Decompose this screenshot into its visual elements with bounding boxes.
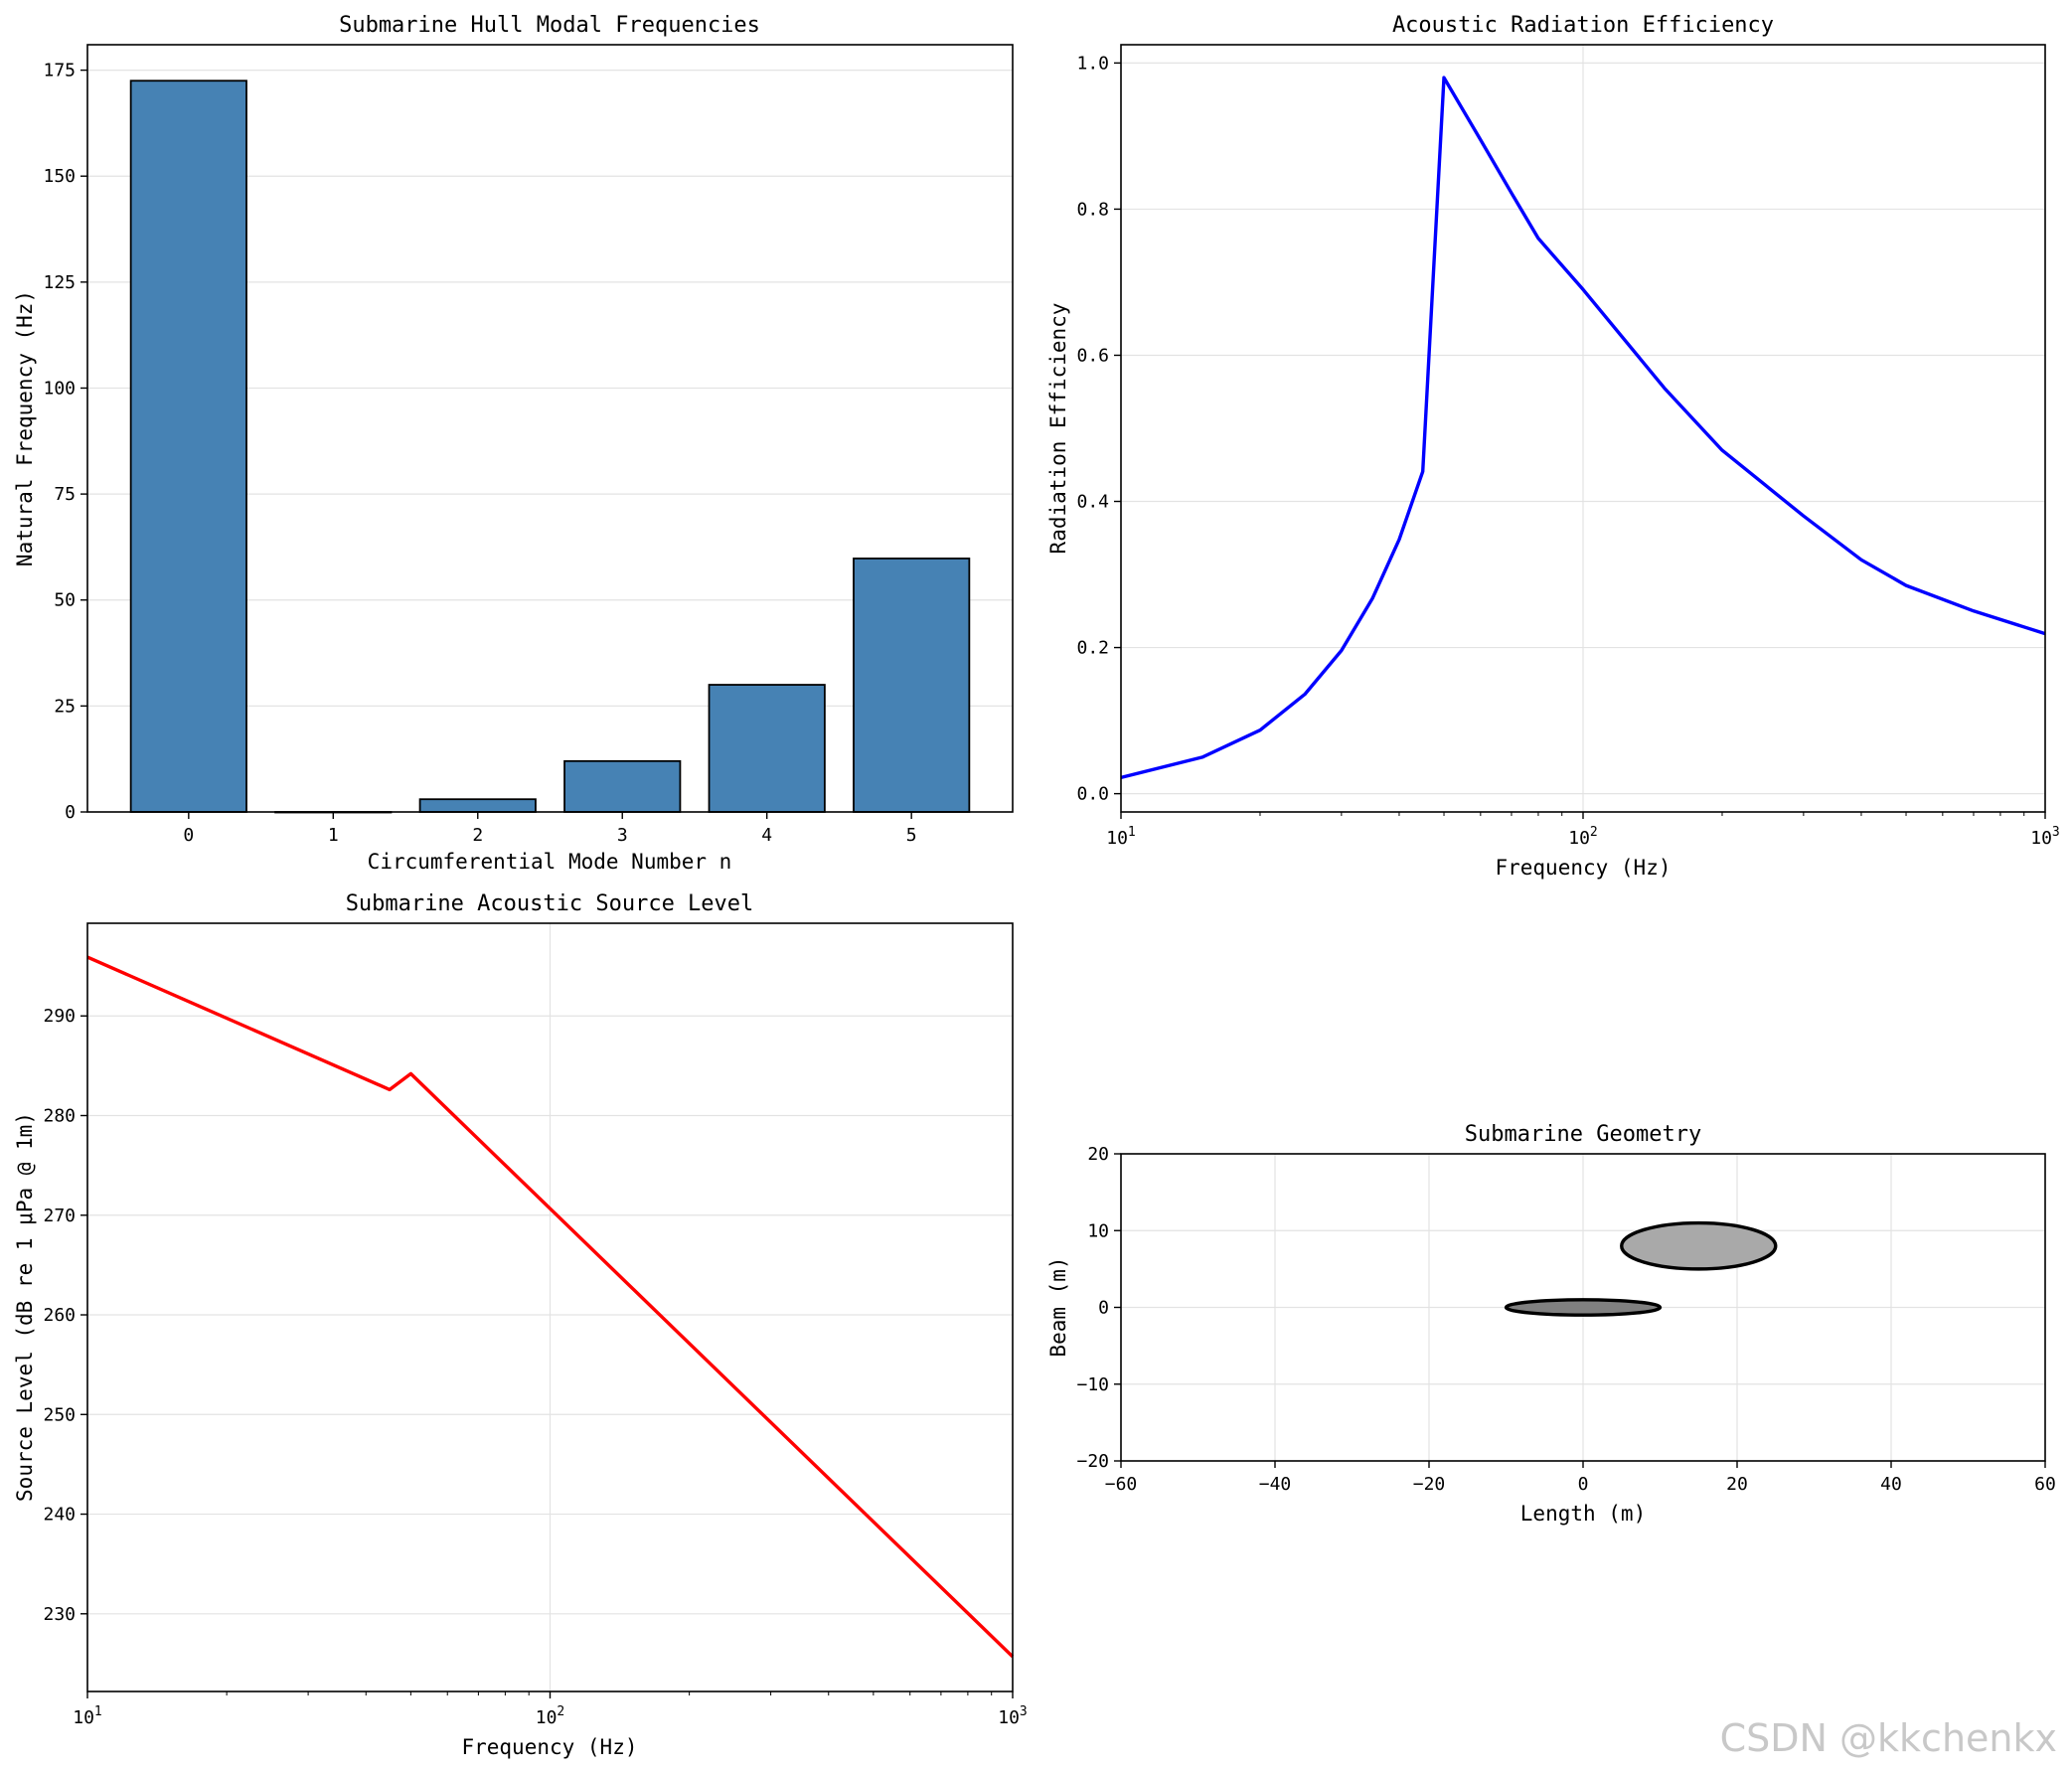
y-tick-label: 0.8 [1076, 199, 1109, 220]
y-tick-label: 125 [43, 272, 76, 293]
y-ticks: 230 240 250 260 270 280 290 [43, 1006, 87, 1625]
y-axis-label: Beam (m) [1046, 1256, 1070, 1357]
y-axis-label: Source Level (dB re 1 μPa @ 1m) [13, 1112, 37, 1502]
bar-mode-4 [708, 684, 826, 813]
y-tick-label: 240 [43, 1505, 76, 1526]
y-tick-label: 230 [43, 1604, 76, 1625]
x-axis-label: Length (m) [1520, 1502, 1646, 1526]
y-tick-label: 150 [43, 166, 76, 187]
geometry-panel: −20 −10 0 10 20 −60 −40 −20 0 20 40 60 Submarine G… [1046, 1122, 2056, 1526]
gridlines [86, 923, 1014, 1691]
x-tick-label: 5 [906, 825, 917, 846]
y-axis-label: Radiation Efficiency [1046, 303, 1070, 555]
source-level-series-line [86, 955, 1015, 1659]
y-tick-label: 0.6 [1076, 345, 1109, 366]
y-tick-label: 25 [54, 696, 76, 717]
x-axis-label: Circumferential Mode Number n [368, 850, 732, 874]
source-level-panel: 230 240 250 260 270 280 290 101 102 103 Submarin… [13, 891, 1028, 1759]
x-ticks: −60 −40 −20 0 20 40 60 [1105, 1461, 2056, 1495]
x-tick-label: 102 [536, 1704, 565, 1728]
y-tick-label: 250 [43, 1404, 76, 1425]
efficiency-series-line [1120, 76, 2046, 780]
y-tick-label: 0 [65, 802, 76, 823]
x-tick-label: 1 [328, 825, 339, 846]
y-ticks: 0 25 50 75 100 125 150 175 [43, 61, 87, 823]
chart-title: Acoustic Radiation Efficiency [1392, 13, 1774, 38]
x-tick-label: 103 [2030, 825, 2060, 849]
chart-title: Submarine Geometry [1465, 1122, 1701, 1147]
y-ticks: −20 −10 0 10 20 [1076, 1144, 1121, 1472]
x-tick-label: 0 [183, 825, 194, 846]
x-tick-label: 20 [1726, 1474, 1748, 1495]
y-tick-label: 0.0 [1076, 784, 1109, 805]
sail-ellipse [1620, 1220, 1778, 1271]
x-ticks: 101 102 103 [1106, 812, 2060, 849]
bars [129, 80, 971, 814]
x-tick-label: 103 [998, 1704, 1028, 1728]
x-tick-label: 3 [617, 825, 628, 846]
modal-frequencies-panel: 0 25 50 75 100 125 150 175 0 1 2 3 4 5 Submarine Hul… [13, 13, 1014, 874]
x-ticks: 0 1 2 3 4 5 [183, 812, 917, 846]
x-tick-label: 4 [761, 825, 772, 846]
y-ticks: 0.0 0.2 0.4 0.6 0.8 1.0 [1076, 53, 1121, 805]
x-tick-label: 0 [1578, 1474, 1589, 1495]
y-tick-label: 0 [1098, 1298, 1109, 1319]
x-axis-label: Frequency (Hz) [1495, 856, 1671, 880]
chart-title: Submarine Hull Modal Frequencies [339, 13, 760, 38]
x-tick-label: 101 [73, 1704, 102, 1728]
x-tick-label: 60 [2034, 1474, 2056, 1495]
x-tick-label: 40 [1880, 1474, 1902, 1495]
shapes [1504, 1220, 1778, 1317]
bar-mode-5 [853, 558, 971, 813]
gridlines [1120, 45, 2046, 812]
watermark: CSDN @kkchenkx [1720, 1716, 2057, 1760]
y-tick-label: 280 [43, 1106, 76, 1127]
plot-frame [86, 44, 1014, 813]
y-tick-label: 175 [43, 61, 76, 81]
x-tick-label: −20 [1413, 1474, 1446, 1495]
y-tick-label: 1.0 [1076, 53, 1109, 74]
bar-mode-3 [563, 759, 682, 813]
y-tick-label: −20 [1076, 1451, 1109, 1472]
x-tick-label: 2 [472, 825, 483, 846]
hull-ellipse [1504, 1298, 1663, 1317]
y-tick-label: 290 [43, 1006, 76, 1027]
x-tick-label: 101 [1106, 825, 1136, 849]
x-tick-label: 102 [1568, 825, 1598, 849]
y-tick-label: 270 [43, 1206, 76, 1226]
bar-mode-2 [418, 798, 537, 813]
x-axis-label: Frequency (Hz) [461, 1735, 637, 1759]
y-tick-label: 10 [1087, 1220, 1109, 1241]
chart-title: Submarine Acoustic Source Level [346, 891, 754, 916]
x-tick-label: −40 [1259, 1474, 1292, 1495]
y-tick-label: −10 [1076, 1374, 1109, 1395]
y-tick-label: 260 [43, 1305, 76, 1326]
y-tick-label: 0.2 [1076, 638, 1109, 659]
radiation-efficiency-panel: 0.0 0.2 0.4 0.6 0.8 1.0 101 102 103 Acoustic Ra… [1046, 13, 2060, 880]
y-tick-label: 50 [54, 590, 76, 611]
y-tick-label: 20 [1087, 1144, 1109, 1165]
x-tick-label: −60 [1105, 1474, 1138, 1495]
y-axis-label: Natural Frequency (Hz) [13, 290, 37, 566]
bar-mode-0 [129, 80, 247, 813]
x-ticks: 101 102 103 [73, 1691, 1028, 1728]
y-tick-label: 100 [43, 378, 76, 399]
y-tick-label: 0.4 [1076, 492, 1109, 513]
y-tick-label: 75 [54, 484, 76, 505]
